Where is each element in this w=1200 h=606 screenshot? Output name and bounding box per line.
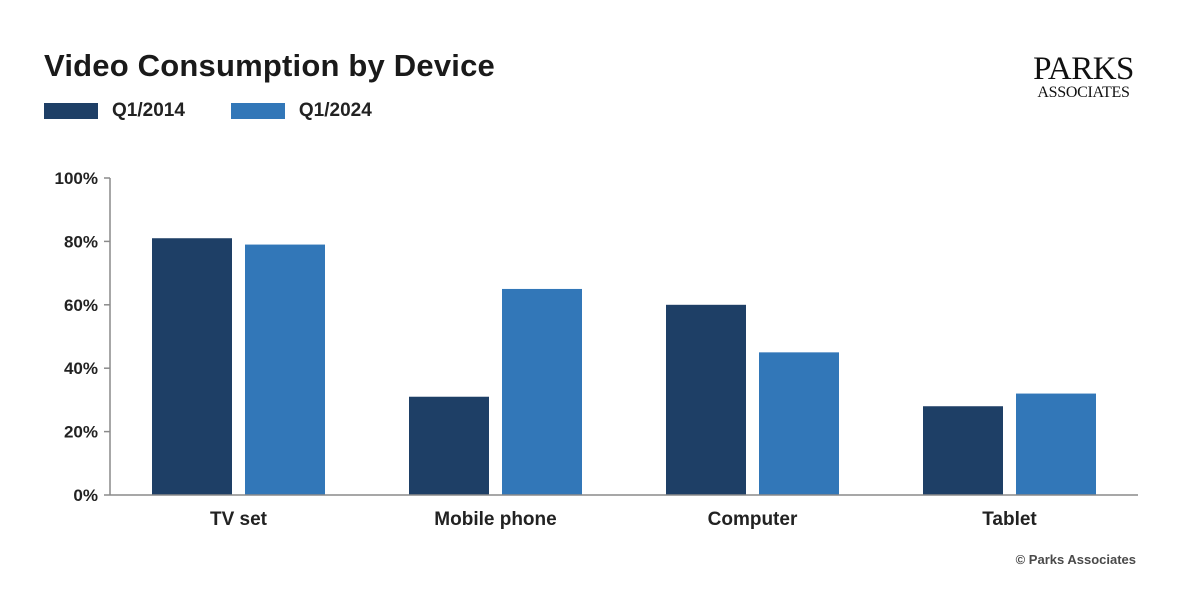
chart-title: Video Consumption by Device: [44, 48, 495, 83]
legend-item-q1-2024: Q1/2024: [230, 100, 372, 122]
y-tick-label: 20%: [64, 423, 98, 442]
parks-associates-logo: PARKS ASSOCIATES: [1026, 51, 1141, 102]
bar-tablet-q1-2024: [1016, 393, 1096, 495]
legend-label-q1-2014: Q1/2014: [112, 100, 185, 121]
y-tick-label: 100%: [55, 169, 98, 188]
legend-label-q1-2024: Q1/2024: [298, 100, 372, 121]
y-tick-label: 60%: [64, 296, 98, 315]
legend: Q1/2014 Q1/2024: [44, 100, 418, 122]
bar-computer-q1-2024: [759, 352, 839, 495]
logo-line-2: ASSOCIATES: [1037, 84, 1130, 101]
y-tick-label: 40%: [64, 359, 98, 378]
bar-computer-q1-2014: [666, 304, 746, 495]
bar-mobile-phone-q1-2024: [502, 288, 582, 495]
x-category-label: TV set: [210, 509, 268, 530]
x-category-label: Mobile phone: [434, 509, 556, 530]
x-category-label: Computer: [708, 509, 798, 530]
bar-tablet-q1-2014: [923, 406, 1003, 495]
copyright-credit: © Parks Associates: [1015, 552, 1136, 567]
legend-swatch-q1-2024: [230, 103, 285, 119]
logo-line-1: PARKS: [1033, 51, 1134, 87]
legend-item-q1-2014: Q1/2014: [44, 100, 185, 122]
bar-mobile-phone-q1-2014: [409, 396, 489, 495]
y-tick-label: 80%: [64, 232, 98, 251]
x-category-label: Tablet: [982, 509, 1037, 530]
y-tick-label: 0%: [73, 486, 98, 505]
legend-swatch-q1-2014: [44, 103, 98, 119]
bar-tv-set-q1-2014: [152, 238, 232, 496]
bar-tv-set-q1-2024: [245, 244, 325, 495]
